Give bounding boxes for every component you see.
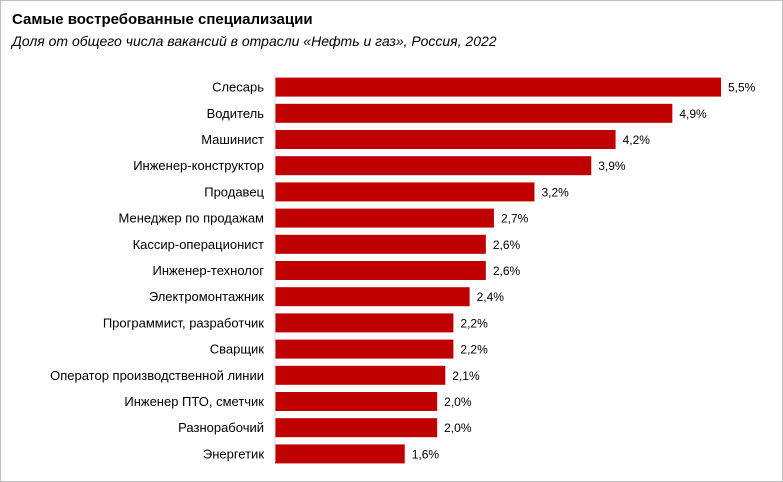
data-label: 2,6% (493, 264, 521, 278)
bar (275, 444, 405, 464)
bar (275, 130, 616, 149)
bar (275, 365, 446, 385)
data-label: 2,7% (501, 212, 529, 226)
data-label: 4,2% (623, 133, 651, 147)
data-label: 2,0% (444, 395, 472, 409)
bar (275, 182, 535, 202)
bar (275, 287, 470, 307)
category-label: Электромонтажник (149, 289, 264, 304)
bar (275, 313, 454, 333)
category-label: Программист, разработчик (103, 315, 264, 330)
bars-group: Слесарь 5,5% Водитель 4,9% Машинист 4,2% Инжен… (50, 77, 756, 464)
category-label: Менеджер по продажам (119, 211, 265, 226)
data-label: 2,1% (452, 369, 480, 383)
bar (275, 103, 673, 123)
data-label: 2,2% (460, 316, 488, 330)
category-label: Инженер ПТО, сметчик (124, 394, 264, 409)
category-label: Кассир-операционист (133, 237, 264, 252)
category-label: Разнорабочий (178, 420, 264, 435)
bar (275, 261, 486, 280)
data-label: 1,6% (412, 447, 440, 461)
bar (275, 339, 454, 359)
data-label: 4,9% (679, 107, 707, 121)
data-label: 3,2% (541, 185, 569, 199)
category-label: Продавец (204, 184, 264, 199)
data-label: 2,4% (477, 290, 505, 304)
chart-title: Самые востребованные специализации (12, 11, 313, 28)
data-label: 5,5% (728, 81, 756, 95)
category-label: Слесарь (212, 80, 264, 95)
bar (275, 234, 486, 254)
data-label: 2,6% (493, 238, 521, 252)
category-label: Оператор производственной линии (50, 368, 264, 383)
category-label: Инженер-технолог (153, 263, 265, 278)
bar (275, 418, 438, 438)
chart-subtitle: Доля от общего числа вакансий в отрасли … (12, 33, 497, 49)
data-label: 2,0% (444, 421, 472, 435)
bar (275, 156, 592, 176)
data-label: 3,9% (598, 159, 626, 173)
bar (275, 392, 438, 411)
category-label: Энергетик (203, 446, 264, 461)
category-label: Машинист (201, 132, 264, 147)
category-label: Водитель (207, 106, 265, 121)
category-label: Инженер-конструктор (133, 158, 264, 173)
bar (275, 77, 721, 97)
data-label: 2,2% (460, 343, 488, 357)
category-label: Сварщик (210, 342, 265, 357)
bar (275, 208, 494, 228)
